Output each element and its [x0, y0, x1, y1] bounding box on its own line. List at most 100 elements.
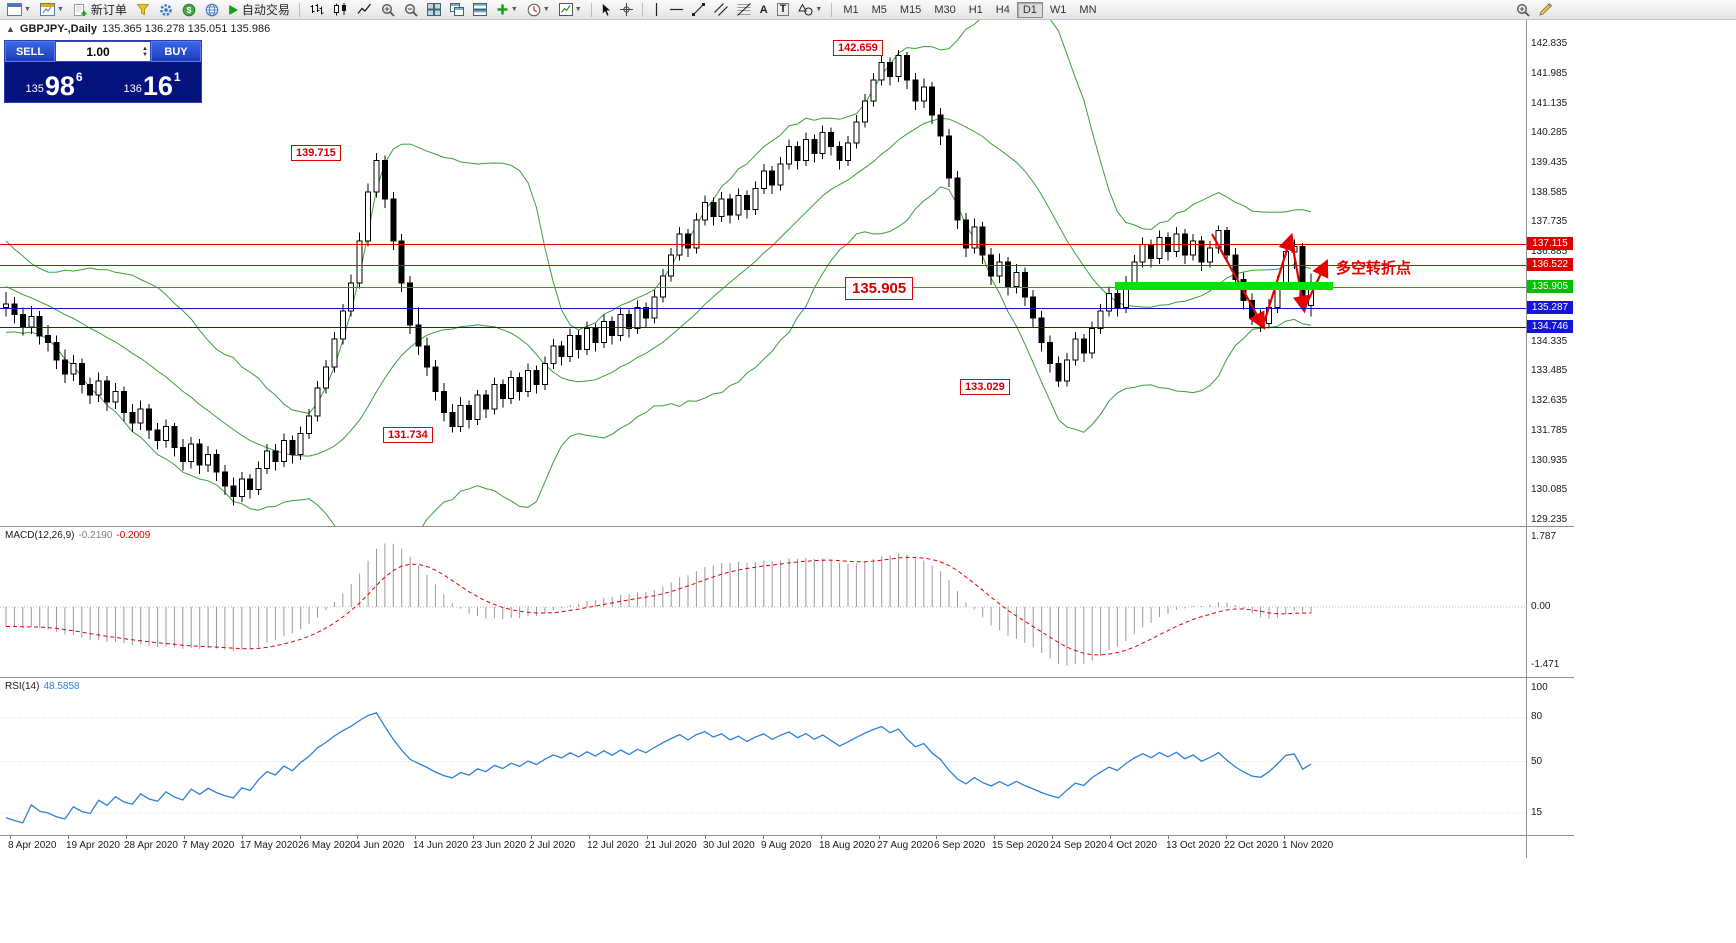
cursor-icon[interactable]	[597, 1, 615, 19]
date-tick	[357, 836, 358, 839]
date-label: 18 Aug 2020	[819, 840, 876, 851]
fibonacci-icon[interactable]	[733, 1, 755, 19]
bid-point: 6	[75, 70, 83, 84]
price-chart-canvas[interactable]	[0, 20, 1526, 526]
bid-pips: 98	[44, 71, 75, 102]
find-symbol-icon[interactable]	[1512, 1, 1534, 19]
timeframe-d1-button[interactable]: D1	[1016, 1, 1043, 18]
timeframe-m5-button[interactable]: M5	[871, 3, 887, 16]
vertical-line-icon[interactable]	[648, 1, 665, 19]
text-icon[interactable]: A	[759, 3, 768, 16]
price-callout-133.029[interactable]: 133.029	[960, 379, 1010, 395]
date-label: 30 Jul 2020	[703, 840, 755, 851]
zoom-in-icon[interactable]	[377, 1, 399, 19]
panel-separator[interactable]	[0, 677, 1574, 678]
horizontal-line-135.905[interactable]	[0, 287, 1526, 288]
date-tick	[763, 836, 764, 839]
macd-axis-label: 0.00	[1531, 601, 1551, 612]
date-tick	[10, 836, 11, 839]
price-callout-131.734[interactable]: 131.734	[383, 427, 433, 443]
market-icon[interactable]: $	[178, 1, 200, 19]
date-tick	[1284, 836, 1285, 839]
bar-chart-icon[interactable]	[305, 1, 328, 19]
price-axis-label: 137.735	[1531, 216, 1568, 227]
candlestick-chart-icon[interactable]	[329, 1, 352, 19]
date-tick	[415, 836, 416, 839]
panel-separator[interactable]	[0, 526, 1574, 527]
date-label: 4 Jun 2020	[355, 840, 405, 851]
date-label: 28 Apr 2020	[124, 840, 178, 851]
price-callout-139.715[interactable]: 139.715	[291, 145, 341, 161]
periods-icon[interactable]: ▼	[523, 1, 554, 19]
ask-integer: 136	[123, 83, 142, 95]
price-callout-135.905[interactable]: 135.905	[845, 277, 914, 300]
crosshair-icon[interactable]	[616, 1, 637, 19]
date-tick	[879, 836, 880, 839]
horizontal-line-136.522[interactable]	[0, 265, 1526, 266]
buy-price[interactable]: 136 16 1	[103, 62, 201, 102]
price-callout-142.659[interactable]: 142.659	[833, 40, 883, 56]
add-indicator-icon[interactable]: ▼	[492, 1, 522, 19]
new-chart-icon[interactable]: ▼	[3, 1, 35, 19]
highlight-band[interactable]	[1115, 282, 1333, 290]
horizontal-line-135.287[interactable]	[0, 308, 1526, 309]
timeframe-m15-button[interactable]: M15	[899, 3, 922, 16]
date-tick	[473, 836, 474, 839]
timeframe-h1-button[interactable]: H1	[968, 3, 983, 16]
price-axis-separator	[1526, 20, 1527, 858]
price-axis-label: 132.635	[1531, 395, 1568, 406]
toolbar-separator	[641, 2, 643, 17]
timeframe-h4-button[interactable]: H4	[995, 3, 1010, 16]
tile-windows-icon[interactable]	[423, 1, 445, 19]
profiles-icon[interactable]: ▼	[36, 1, 68, 19]
date-label: 14 Jun 2020	[413, 840, 469, 851]
date-tick	[126, 836, 127, 839]
price-tag-134.746: 134.746	[1527, 320, 1573, 333]
date-label: 26 May 2020	[298, 840, 356, 851]
macd-canvas[interactable]	[0, 527, 1526, 677]
volume-up-icon[interactable]: ▲	[142, 45, 148, 52]
price-tag-135.287: 135.287	[1527, 301, 1573, 314]
arrange-windows-icon[interactable]	[469, 1, 491, 19]
channel-icon[interactable]	[710, 1, 732, 19]
timeframe-m30-button[interactable]: M30	[934, 3, 956, 16]
date-tick	[242, 836, 243, 839]
collapse-trade-panel-icon[interactable]: ▲	[6, 24, 15, 34]
options-icon[interactable]	[155, 1, 177, 19]
sell-button[interactable]: SELL	[5, 41, 55, 62]
auto-trading-button[interactable]: 自动交易	[224, 1, 294, 19]
timeframe-m1-button[interactable]: M1	[843, 3, 859, 16]
shapes-icon[interactable]: ▼	[794, 1, 826, 19]
zoom-out-icon[interactable]	[400, 1, 422, 19]
macd-axis-label: -1.471	[1531, 659, 1560, 670]
price-axis-label: 129.235	[1531, 514, 1568, 525]
edit-icon[interactable]	[1535, 1, 1556, 19]
templates-icon[interactable]: ▼	[555, 1, 586, 19]
text-label-icon[interactable]: T	[773, 1, 794, 19]
mql-editor-icon[interactable]	[132, 1, 154, 19]
timeframe-mn-button[interactable]: MN	[1079, 3, 1097, 16]
turning-point-note[interactable]: 多空转折点	[1336, 260, 1412, 277]
price-axis-label: 139.435	[1531, 157, 1568, 168]
horizontal-line-icon[interactable]	[666, 1, 687, 19]
rsi-canvas[interactable]	[0, 678, 1526, 835]
new-order-button[interactable]: 新订单	[69, 1, 131, 19]
volume-input[interactable]	[56, 42, 150, 61]
date-tick	[821, 836, 822, 839]
horizontal-line-137.115[interactable]	[0, 244, 1526, 245]
horizontal-line-134.746[interactable]	[0, 327, 1526, 328]
community-icon[interactable]	[201, 1, 223, 19]
sell-price[interactable]: 135 98 6	[5, 62, 103, 102]
panel-separator[interactable]	[0, 835, 1574, 836]
date-tick	[1110, 836, 1111, 839]
volume-down-icon[interactable]: ▼	[142, 51, 148, 58]
buy-button[interactable]: BUY	[151, 41, 201, 62]
date-label: 15 Sep 2020	[992, 840, 1049, 851]
timeframe-w1-button[interactable]: W1	[1049, 3, 1067, 16]
trendline-icon[interactable]	[688, 1, 709, 19]
line-chart-icon[interactable]	[353, 1, 376, 19]
date-label: 23 Jun 2020	[471, 840, 527, 851]
cascade-windows-icon[interactable]	[446, 1, 468, 19]
rsi-axis-label: 80	[1531, 711, 1543, 722]
ask-point: 1	[173, 70, 181, 84]
